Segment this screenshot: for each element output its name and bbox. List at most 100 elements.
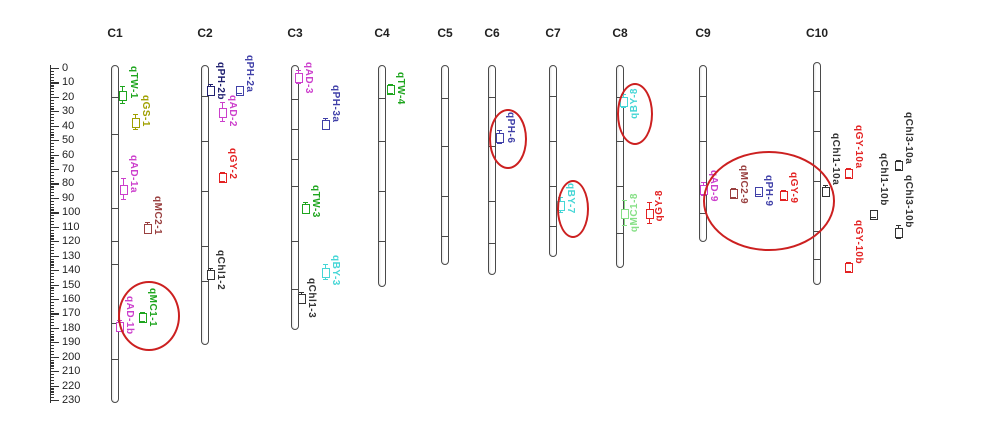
qtl-label-qChl3-10a: qChl3-10a [903,112,914,165]
ruler-tick-label: 190 [62,336,81,349]
ruler-minor-tick [50,368,54,370]
ruler-minor-tick [50,272,54,275]
ruler-minor-tick [50,304,54,306]
ruler-minor-tick [50,322,54,324]
chromosome-segment-line [379,98,385,99]
ruler-tick-label: 90 [62,191,75,204]
chromosome-segment-line [442,98,448,99]
qtl-marker-part [846,271,851,272]
ruler-minor-tick [50,382,54,384]
qtl-label-qGS-1: qGS-1 [140,95,151,127]
qtl-interval-marker-qAD-2 [219,102,227,122]
qtl-marker-part [870,209,878,220]
ruler-minor-tick [50,310,54,312]
ruler-minor-tick [50,206,54,208]
chromosome-segment-line [112,359,118,360]
qtl-marker-part [621,208,629,219]
ruler-minor-tick [50,258,54,260]
qtl-label-qMC2-1: qMC2-1 [152,196,163,236]
ruler-minor-tick [50,122,54,125]
qtl-interval-marker-qTW-1 [119,86,127,104]
chromosome-segment-line [617,186,623,187]
ruler-tick-label: 40 [62,119,75,132]
ruler-minor-tick [50,163,54,165]
chromosome-segment-line [292,186,298,187]
qtl-interval-marker-qChl1-10b [870,209,878,220]
qtl-interval-marker-qChl3-10a [895,160,903,171]
ruler-minor-tick [50,180,54,182]
ruler-minor-tick [50,391,54,393]
qtl-marker-part [303,213,308,214]
chromosome-header-C5: C5 [437,26,453,40]
ruler-minor-tick [50,148,54,151]
qtl-label-qGY-8: qGY-8 [654,190,665,222]
ruler-minor-tick [50,215,54,217]
qtl-label-qChl3-10b: qChl3-10b [903,175,914,228]
qtl-interval-marker-qPH-2a [236,85,244,96]
chromosome-segment-line [489,243,495,244]
ruler-minor-tick [50,131,54,133]
ruler-minor-tick [50,353,54,355]
chromosome-segment-line [617,141,623,142]
qtl-interval-marker-qChl1-3 [298,292,306,304]
qtl-marker-part [132,117,140,128]
qtl-marker-part [323,129,328,130]
qtl-marker-part [295,72,303,83]
qtl-marker-part [117,331,122,332]
qtl-marker-part [207,269,215,280]
ruler-major-tick [50,270,59,272]
qtl-label-qGY-2: qGY-2 [227,148,238,180]
chromosome-header-C7: C7 [545,26,561,40]
ruler-minor-tick [50,171,54,174]
qtl-interval-marker-qTW-4 [387,84,395,95]
chromosome-bar-C6 [488,65,496,275]
ruler-minor-tick [50,209,54,211]
chromosome-segment-line [292,159,298,160]
ruler-tick-label: 20 [62,90,75,103]
ruler-major-tick [50,154,59,156]
chromosome-segment-line [550,186,556,187]
chromosome-segment-line [112,241,118,242]
qtl-label-qMC1-8: qMC1-8 [629,193,640,233]
qtl-label-qPH-2a: qPH-2a [244,55,255,93]
chromosome-segment-line [112,323,118,324]
chromosome-segment-line [292,289,298,290]
chromosome-segment-line [112,171,118,172]
qtl-label-qChl1-3: qChl1-3 [306,278,317,319]
ruler-major-tick [50,400,59,402]
ruler-tick-label: 70 [62,163,75,176]
chromosome-segment-line [550,226,556,227]
chromosome-segment-line [550,96,556,97]
chromosome-segment-line [202,96,208,97]
ruler-minor-tick [50,200,54,202]
chromosome-segment-line [292,129,298,130]
ruler-minor-tick [50,336,54,338]
qtl-interval-marker-qPH-2b [207,84,215,96]
chromosome-bar-C7 [549,65,557,257]
ruler-axis-line [50,65,52,403]
chromosome-segment-line [814,131,820,132]
chromosome-segment-line [112,264,118,265]
ruler-minor-tick [50,218,54,220]
qtl-marker-part [646,208,654,219]
chromosome-segment-line [442,236,448,237]
ruler-tick-label: 170 [62,307,81,320]
ruler-tick-label: 10 [62,76,75,89]
ruler-minor-tick [50,157,54,159]
qtl-marker-part [208,95,213,96]
ruler-major-tick [50,255,59,257]
qtl-label-qAD-3: qAD-3 [303,62,314,94]
chromosome-header-C10: C10 [805,26,828,40]
qtl-marker-part [302,203,310,214]
highlight-ellipse-3 [557,180,589,238]
qtl-marker-part [120,103,125,104]
qtl-marker-part [323,279,328,280]
qtl-marker-part [237,93,242,94]
ruler-minor-tick [50,166,54,168]
qtl-marker-part [299,303,304,304]
ruler-major-tick [50,82,59,84]
ruler-major-tick [50,313,59,315]
ruler-tick-label: 0 [62,62,69,74]
ruler-minor-tick [50,290,54,292]
